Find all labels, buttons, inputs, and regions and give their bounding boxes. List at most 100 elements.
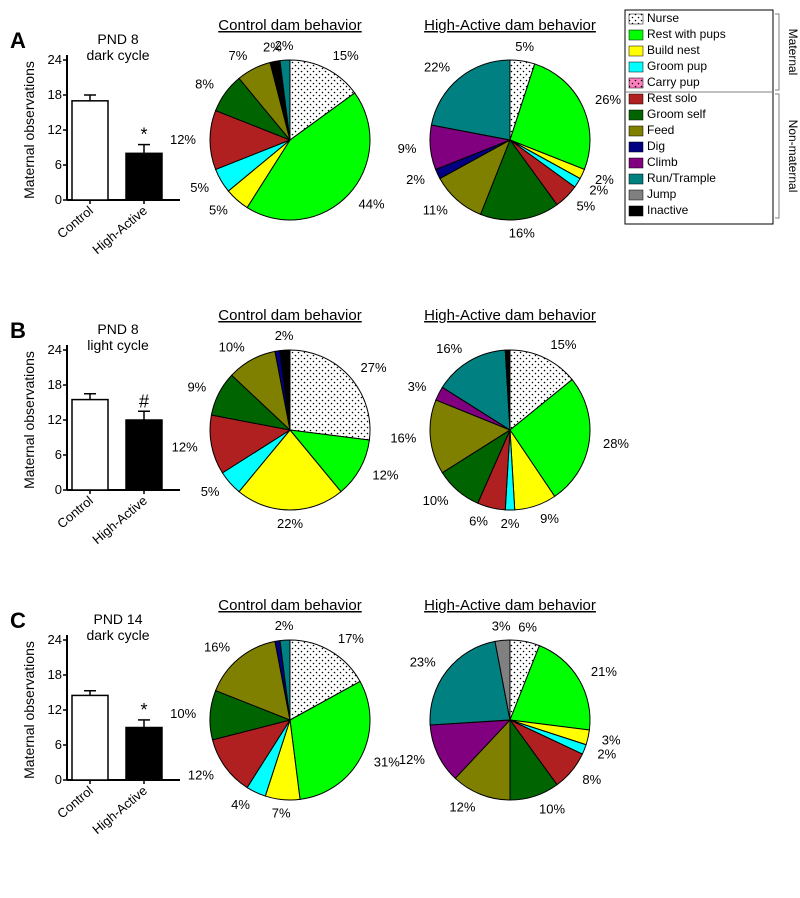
panel-letter: C <box>10 608 26 633</box>
svg-text:0: 0 <box>55 482 62 497</box>
svg-text:Feed: Feed <box>647 123 674 137</box>
svg-text:23%: 23% <box>410 654 436 669</box>
svg-text:6%: 6% <box>518 620 537 635</box>
svg-text:Groom self: Groom self <box>647 107 706 121</box>
svg-text:PND 14: PND 14 <box>93 611 142 627</box>
piechart: High-Active dam behavior15%28%9%2%6%10%1… <box>390 307 629 531</box>
panel-A: APND 8dark cycle06121824Maternal observa… <box>10 17 622 257</box>
piechart: High-Active dam behavior5%26%2%2%5%16%11… <box>398 17 622 240</box>
svg-text:#: # <box>139 391 149 411</box>
svg-text:Rest solo: Rest solo <box>647 91 697 105</box>
svg-text:18: 18 <box>48 87 62 102</box>
svg-text:12%: 12% <box>449 799 475 814</box>
svg-text:3%: 3% <box>492 618 511 633</box>
figure-svg: NurseRest with pupsBuild nestGroom pupCa… <box>0 0 800 895</box>
svg-text:5%: 5% <box>209 203 228 218</box>
svg-text:2%: 2% <box>406 172 425 187</box>
panel-letter: A <box>10 28 26 53</box>
svg-text:10%: 10% <box>170 706 196 721</box>
barchart: CPND 14dark cycle06121824Maternal observ… <box>10 608 180 837</box>
svg-text:16%: 16% <box>436 341 462 356</box>
svg-text:12: 12 <box>48 412 62 427</box>
svg-text:12%: 12% <box>170 132 196 147</box>
svg-text:6%: 6% <box>469 513 488 528</box>
svg-text:12: 12 <box>48 702 62 717</box>
svg-text:Control: Control <box>54 783 96 822</box>
pie-title: High-Active dam behavior <box>424 597 596 614</box>
bar-Control <box>72 695 108 780</box>
pie-title: Control dam behavior <box>218 17 361 34</box>
svg-text:24: 24 <box>48 632 62 647</box>
bar-High-Active <box>126 420 162 490</box>
svg-text:22%: 22% <box>277 516 303 531</box>
svg-text:12%: 12% <box>399 752 425 767</box>
svg-text:11%: 11% <box>423 203 448 218</box>
svg-text:6: 6 <box>55 447 62 462</box>
svg-text:Control: Control <box>54 203 96 241</box>
svg-text:PND 8: PND 8 <box>97 31 138 47</box>
svg-text:15%: 15% <box>333 48 359 63</box>
bar-High-Active <box>126 728 162 781</box>
svg-text:9%: 9% <box>187 379 206 394</box>
svg-text:3%: 3% <box>602 733 621 748</box>
svg-text:Rest with pups: Rest with pups <box>647 27 726 41</box>
svg-text:dark cycle: dark cycle <box>86 627 149 643</box>
svg-text:0: 0 <box>55 772 62 787</box>
pie-title: High-Active dam behavior <box>424 307 596 324</box>
panel-letter: B <box>10 318 26 343</box>
svg-text:10%: 10% <box>423 493 449 508</box>
svg-text:10%: 10% <box>219 340 245 355</box>
bar-Control <box>72 400 108 490</box>
svg-text:6: 6 <box>55 737 62 752</box>
svg-text:Climb: Climb <box>647 155 678 169</box>
y-axis-label: Maternal observations <box>21 351 37 489</box>
svg-text:2%: 2% <box>275 38 294 53</box>
svg-text:16%: 16% <box>509 225 535 240</box>
svg-text:12%: 12% <box>372 467 398 482</box>
barchart: APND 8dark cycle06121824Maternal observa… <box>10 28 180 257</box>
svg-text:5%: 5% <box>576 198 595 213</box>
svg-text:16%: 16% <box>204 640 230 655</box>
svg-text:Non-maternal: Non-maternal <box>786 120 800 193</box>
svg-text:8%: 8% <box>582 772 601 787</box>
svg-text:Run/Trample: Run/Trample <box>647 171 716 185</box>
svg-text:Groom pup: Groom pup <box>647 59 707 73</box>
svg-text:3%: 3% <box>408 379 427 394</box>
svg-text:5%: 5% <box>201 484 220 499</box>
slice-Nurse <box>290 350 370 440</box>
svg-text:15%: 15% <box>550 337 576 352</box>
panel-C: CPND 14dark cycle06121824Maternal observ… <box>10 597 621 837</box>
svg-text:2%: 2% <box>597 747 616 762</box>
svg-text:Jump: Jump <box>647 187 677 201</box>
svg-text:High-Active: High-Active <box>89 493 150 547</box>
svg-text:31%: 31% <box>374 755 400 770</box>
svg-text:18: 18 <box>48 667 62 682</box>
svg-text:12%: 12% <box>188 767 214 782</box>
svg-text:Maternal: Maternal <box>786 29 800 76</box>
barchart: BPND 8light cycle06121824Maternal observ… <box>10 318 180 547</box>
bar-High-Active <box>126 153 162 200</box>
svg-text:5%: 5% <box>190 180 209 195</box>
svg-text:Dig: Dig <box>647 139 665 153</box>
svg-text:24: 24 <box>48 342 62 357</box>
svg-text:dark cycle: dark cycle <box>86 47 149 63</box>
svg-text:22%: 22% <box>424 60 450 75</box>
svg-text:6: 6 <box>55 157 62 172</box>
svg-text:12%: 12% <box>172 440 198 455</box>
svg-text:7%: 7% <box>229 48 248 63</box>
svg-text:Control: Control <box>54 493 96 532</box>
svg-text:18: 18 <box>48 377 62 392</box>
svg-text:Nurse: Nurse <box>647 11 679 25</box>
svg-text:44%: 44% <box>359 196 385 211</box>
svg-text:0: 0 <box>55 192 62 207</box>
svg-text:12: 12 <box>48 122 62 137</box>
svg-text:light cycle: light cycle <box>87 337 149 353</box>
svg-text:2%: 2% <box>589 182 608 197</box>
piechart: Control dam behavior15%44%5%5%12%8%7%2%2… <box>170 17 385 220</box>
svg-text:16%: 16% <box>390 430 416 445</box>
piechart: Control dam behavior17%31%7%4%12%10%16%2… <box>170 597 400 821</box>
svg-text:2%: 2% <box>275 618 294 633</box>
svg-text:High-Active: High-Active <box>89 783 150 837</box>
svg-text:4%: 4% <box>231 797 250 812</box>
y-axis-label: Maternal observations <box>21 61 37 199</box>
